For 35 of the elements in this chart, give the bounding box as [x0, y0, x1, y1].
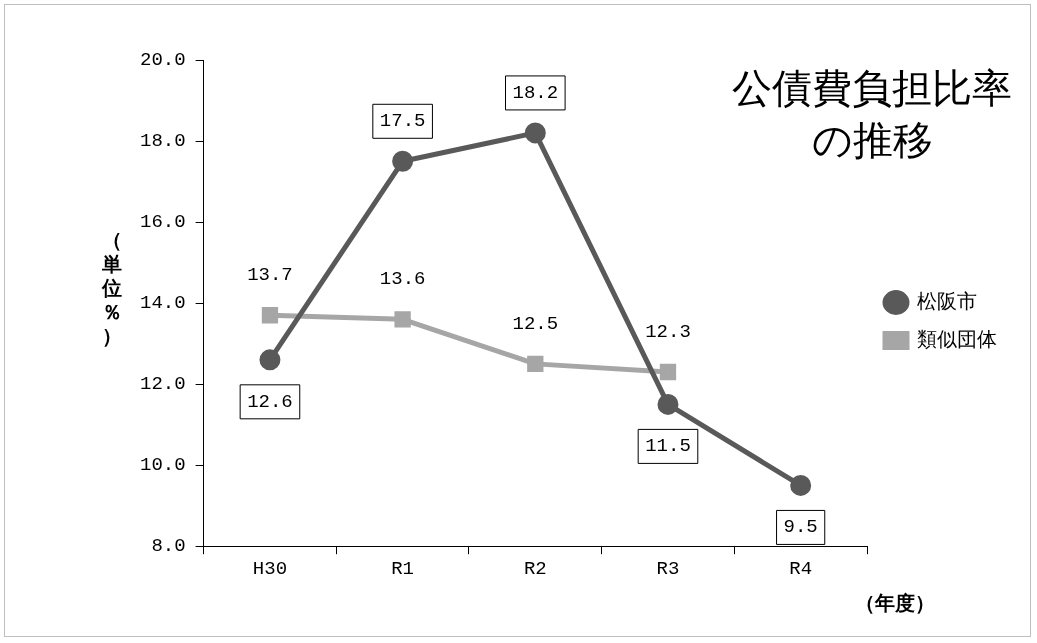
- data-label: 13.7: [247, 264, 293, 287]
- data-label: 11.5: [645, 435, 691, 458]
- y-tick-label: 14.0: [140, 292, 186, 315]
- y-tick-label: 10.0: [140, 454, 186, 477]
- y-axis-title: （単位％）: [101, 228, 123, 348]
- point: [527, 355, 544, 373]
- point: [259, 349, 281, 371]
- text: 公債費負担比率の推移: [731, 64, 1013, 165]
- data-label: 12.5: [512, 312, 559, 335]
- point: [392, 150, 414, 172]
- x-tick-label: R1: [391, 557, 415, 580]
- y-tick-label: 8.0: [151, 535, 186, 558]
- x-axis-title: （年度）: [855, 590, 935, 617]
- x-tick-label: R2: [523, 557, 547, 580]
- point: [790, 474, 812, 496]
- data-label: 13.6: [379, 268, 426, 291]
- x-tick-label: H30: [252, 557, 288, 580]
- point: [261, 307, 279, 324]
- data-label: 17.5: [379, 110, 426, 133]
- point: [659, 363, 677, 381]
- data-label: 12.3: [645, 321, 691, 344]
- x-tick-label: R3: [656, 557, 680, 580]
- point: [657, 393, 679, 415]
- data-label: 9.5: [783, 516, 818, 539]
- point: [524, 122, 546, 144]
- data-label: 18.2: [512, 81, 559, 104]
- legend-label: 類似団体: [917, 326, 997, 351]
- y-tick-label: 18.0: [140, 130, 186, 153]
- y-tick-label: 20.0: [140, 49, 186, 72]
- x-tick-label: R4: [789, 557, 813, 580]
- y-tick-label: 16.0: [140, 211, 186, 234]
- point: [394, 311, 411, 328]
- data-label: 12.6: [247, 390, 293, 413]
- y-tick-label: 12.0: [140, 373, 186, 396]
- legend-label: 松阪市: [917, 288, 977, 313]
